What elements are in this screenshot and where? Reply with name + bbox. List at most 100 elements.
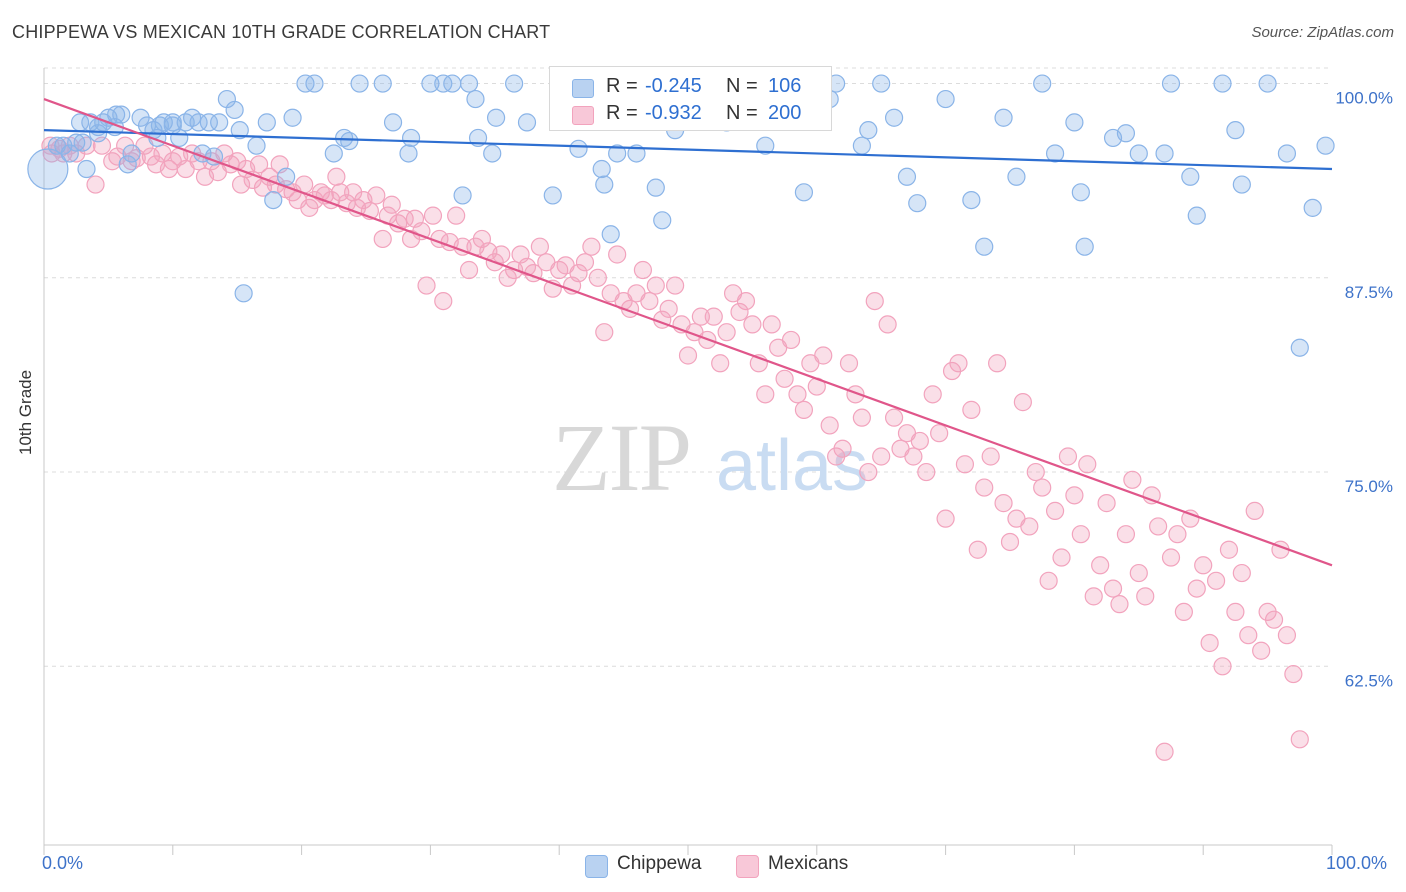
chippewa-swatch xyxy=(572,79,594,98)
mexicans-point xyxy=(1078,455,1097,474)
chippewa-point xyxy=(1155,144,1174,163)
chippewa-point xyxy=(264,190,283,210)
mexicans-point xyxy=(640,292,659,311)
mexicans-point xyxy=(331,183,350,202)
chippewa-point xyxy=(1033,74,1052,93)
mexicans-point xyxy=(878,315,897,334)
chippewa-point xyxy=(884,108,904,127)
mexicans-point xyxy=(704,307,723,326)
chippewa-point xyxy=(118,155,137,174)
mexicans-point xyxy=(1097,494,1116,513)
y-tick-labels: 62.5% 75.0% 87.5% 100.0% xyxy=(1335,89,1393,691)
mexicans-point xyxy=(412,222,431,241)
chippewa-point xyxy=(466,89,485,109)
mexicans-point xyxy=(1033,478,1052,497)
mexicans-point xyxy=(1103,579,1123,598)
chippewa-point xyxy=(1116,124,1136,143)
chart-title: CHIPPEWA VS MEXICAN 10TH GRADE CORRELATI… xyxy=(12,22,551,42)
chippewa-point xyxy=(283,108,302,127)
mexicans-point xyxy=(743,315,762,334)
mexicans-swatch xyxy=(572,106,594,125)
chippewa-point xyxy=(401,128,421,148)
y-tick-label: 100.0% xyxy=(1335,89,1393,108)
mexicans-point xyxy=(646,276,665,295)
chippewa-point xyxy=(225,100,244,120)
mexicans-point xyxy=(788,385,807,404)
mexicans-point xyxy=(775,369,794,388)
mexicans-point xyxy=(666,276,685,295)
mexicans-point xyxy=(1284,664,1303,684)
mexicans-point xyxy=(1000,532,1020,552)
mexicans-point xyxy=(1200,633,1219,653)
mexicans-point xyxy=(839,354,859,373)
mexicans-point xyxy=(936,509,955,528)
chippewa-point xyxy=(601,225,620,244)
mexicans-point xyxy=(1136,587,1155,606)
chippewa-point xyxy=(88,124,108,143)
mexicans-point xyxy=(1264,610,1284,629)
mexicans-point xyxy=(582,237,601,256)
mexicans-point xyxy=(794,400,814,419)
stats-legend: R = -0.245 N = 106 R = -0.932 N = 200 xyxy=(549,66,832,131)
chippewa-point xyxy=(486,108,506,127)
chippewa-point xyxy=(230,121,249,140)
chippewa-point xyxy=(73,133,92,152)
chippewa-point xyxy=(1258,74,1277,93)
chippewa-point xyxy=(1316,136,1335,155)
chippewa-point xyxy=(421,74,440,93)
chippewa-point xyxy=(1129,144,1148,163)
mexicans-point xyxy=(1013,393,1032,412)
chippewa-point xyxy=(756,136,775,155)
mexicans-point xyxy=(717,323,736,342)
x-tick-label-max: 100.0% xyxy=(1326,853,1388,873)
mexicans-point xyxy=(1206,571,1226,590)
mexicans-point xyxy=(962,400,981,419)
y-tick-label: 62.5% xyxy=(1345,671,1393,690)
chippewa-point xyxy=(373,74,392,93)
mexicans-point xyxy=(1129,563,1148,583)
mexicans-point xyxy=(872,447,891,466)
chippewa-point xyxy=(543,186,562,205)
mexicans-point xyxy=(904,447,923,466)
chippewa-point xyxy=(324,144,343,163)
mexicans-point xyxy=(930,424,949,443)
mexicans-point xyxy=(981,447,1000,466)
mexicans-point xyxy=(1245,501,1264,520)
mexicans-point xyxy=(1020,517,1039,536)
mexicans-point xyxy=(865,292,884,311)
watermark: ZIP atlas xyxy=(552,404,868,511)
n-label: N = xyxy=(726,75,758,97)
chippewa-trend-line xyxy=(43,129,1333,171)
chippewa-point xyxy=(936,89,955,109)
mexicans-point xyxy=(711,354,730,373)
mexicans-point xyxy=(1149,517,1168,536)
mexicans-point xyxy=(678,346,698,365)
mexicans-point xyxy=(730,302,749,322)
chippewa-swatch xyxy=(585,855,608,878)
mexicans-swatch xyxy=(736,855,759,878)
mexicans-point xyxy=(530,237,549,256)
mexicans-point xyxy=(575,253,595,272)
mexicans-point xyxy=(595,323,614,342)
mexicans-point xyxy=(955,455,975,474)
legend-row-mexicans: R = -0.932 N = 200 xyxy=(550,100,831,128)
mexicans-point xyxy=(1174,602,1193,622)
mexicans-point xyxy=(910,431,929,451)
mexicans-point xyxy=(923,385,942,404)
chippewa-point xyxy=(897,167,917,186)
chippewa-point xyxy=(872,74,891,93)
chippewa-point xyxy=(1161,74,1181,93)
mexicans-point xyxy=(434,292,453,311)
mexicans-point xyxy=(756,385,775,404)
mexicans-point xyxy=(1290,730,1309,749)
chippewa-point xyxy=(908,194,927,213)
mexicans-point xyxy=(327,167,346,186)
mexicans-point xyxy=(859,462,878,482)
chippewa-point xyxy=(199,113,218,132)
chippewa-point xyxy=(483,144,502,163)
chippewa-point xyxy=(443,74,462,93)
chippewa-point xyxy=(459,74,479,93)
chippewa-point xyxy=(210,113,229,132)
mexicans-point xyxy=(917,462,936,482)
mexicans-point xyxy=(781,330,801,350)
